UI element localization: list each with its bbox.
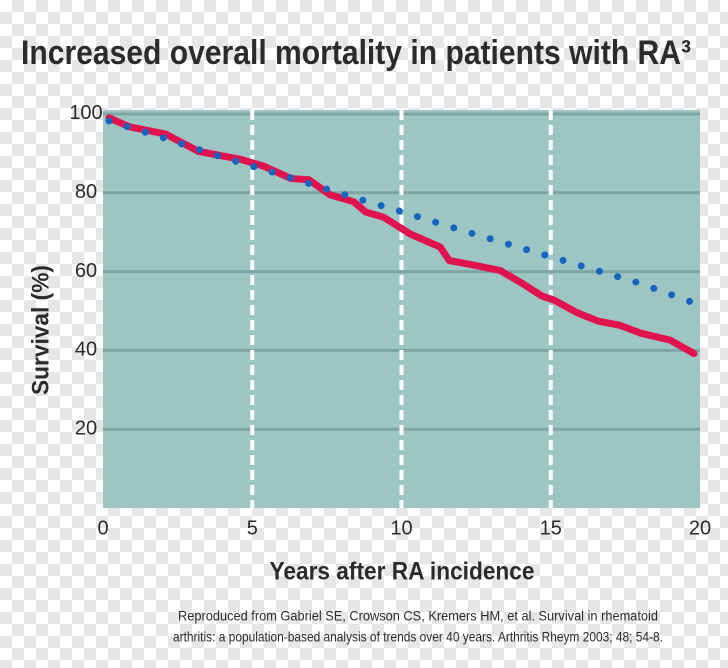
footnote: arthritis: a population-based analysis o… [173, 629, 663, 645]
y-axis-label: Survival (%) [27, 265, 54, 395]
x-tick-label: 5 [247, 517, 258, 539]
y-tick-label: 100 [69, 102, 102, 124]
data-line [105, 114, 698, 358]
y-tick-label: 60 [75, 260, 97, 282]
y-tick-label: 80 [75, 181, 97, 203]
y-tick-label: 40 [75, 339, 97, 361]
data-line [105, 117, 698, 307]
x-tick-label: 15 [540, 517, 562, 539]
x-tick-label: 0 [97, 517, 108, 539]
x-tick-label: 20 [689, 517, 711, 539]
x-axis-label: Years after RA incidence [270, 558, 535, 586]
y-tick-label: 20 [75, 417, 97, 439]
x-tick-label: 10 [390, 517, 412, 539]
chart-title: Increased overall mortality in patients … [21, 34, 691, 72]
footnote: Reproduced from Gabriel SE, Crowson CS, … [178, 608, 658, 624]
